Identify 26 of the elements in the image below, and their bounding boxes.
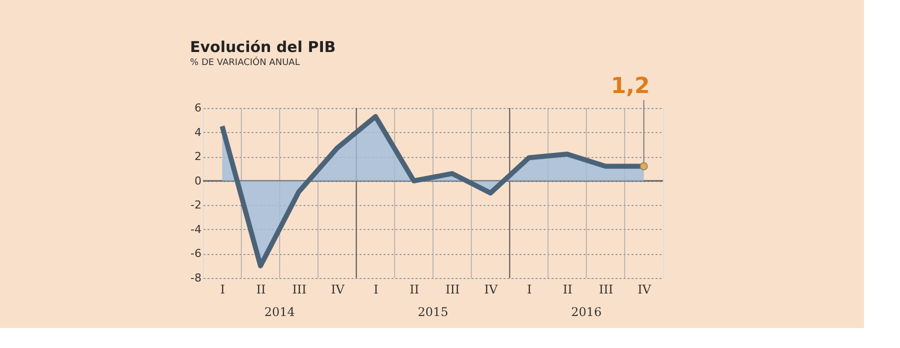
y-tick-label: -4 xyxy=(190,222,202,236)
x-tick-label: III xyxy=(446,282,460,296)
chart-title: Evolución del PIB xyxy=(190,38,336,56)
text: 2015 xyxy=(418,305,448,319)
chart-subtitle: % DE VARIACIÓN ANUAL xyxy=(190,56,300,68)
y-tick-label: 4 xyxy=(194,126,202,139)
y-tick-label: -8 xyxy=(190,272,202,284)
data-label: 1,2 xyxy=(610,74,650,99)
x-tick-label: II xyxy=(410,282,420,296)
x-tick-label: III xyxy=(598,282,614,296)
x-tick-label: IV xyxy=(638,282,652,296)
y-tick-label: 6 xyxy=(194,102,202,114)
x-tick-label: IV xyxy=(330,282,345,296)
x-tick-label: I xyxy=(220,282,226,296)
y-tick-label: -6 xyxy=(190,247,202,260)
x-tick-label: III xyxy=(292,282,307,296)
y-tick-label: -2 xyxy=(190,198,202,212)
y-tick-label: 0 xyxy=(194,174,202,188)
x-tick-label: IV xyxy=(484,282,498,296)
x-tick-label: II xyxy=(562,282,573,296)
x-tick-label: I xyxy=(374,282,379,296)
x-tick-label: II xyxy=(256,282,266,296)
text: 2016 xyxy=(571,305,602,319)
x-tick-label: I xyxy=(526,282,532,296)
y-tick-label: 2 xyxy=(194,150,202,164)
text: 2014 xyxy=(264,305,296,319)
